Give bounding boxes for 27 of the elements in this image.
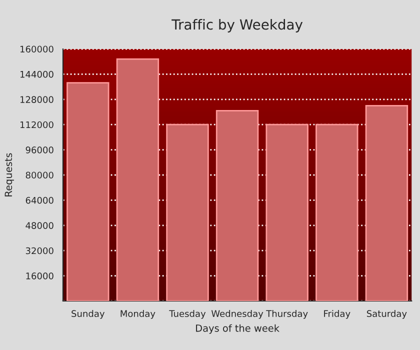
y-tick-label: 144000	[20, 70, 54, 78]
bar	[365, 105, 408, 301]
bar	[166, 124, 209, 301]
y-tick-label: 80000	[26, 172, 54, 179]
bar	[266, 124, 308, 301]
x-tick-label: Sunday	[72, 310, 105, 319]
x-tick-label: Friday	[324, 310, 350, 319]
y-tick-label: 32000	[26, 247, 54, 254]
y-tick-label: 96000	[26, 146, 54, 154]
y-axis-title: Requests	[4, 153, 14, 196]
bar	[216, 110, 259, 301]
bar	[66, 82, 110, 301]
y-tick-label: 16000	[26, 272, 54, 280]
chart-title: Traffic by Weekday	[172, 19, 303, 32]
x-tick-label: Saturday	[366, 310, 407, 319]
x-tick-label: Thursday	[266, 310, 308, 319]
x-tick-label: Wednesday	[211, 310, 264, 319]
bar	[116, 58, 160, 301]
y-tick-label: 128000	[20, 96, 54, 103]
y-tick-label: 160000	[20, 46, 54, 53]
y-tick-label: 48000	[26, 222, 54, 229]
y-tick-label: 64000	[26, 196, 54, 204]
bar	[316, 124, 358, 301]
x-tick-label: Tuesday	[169, 310, 206, 319]
x-axis-title: Days of the week	[196, 324, 280, 334]
y-tick-label: 112000	[20, 121, 54, 128]
x-tick-label: Monday	[120, 310, 156, 319]
